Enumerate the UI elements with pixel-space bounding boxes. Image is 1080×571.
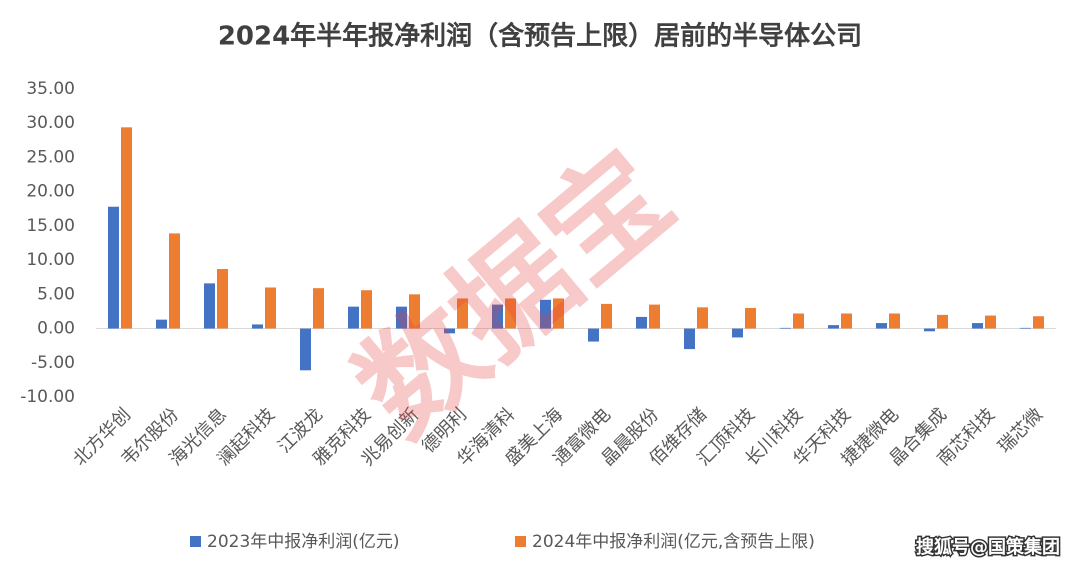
y-tick-label: 10.00 <box>26 250 75 270</box>
bar <box>697 307 708 329</box>
bar <box>649 304 660 329</box>
bar <box>217 269 228 329</box>
bar <box>156 319 167 329</box>
bar <box>265 287 276 329</box>
legend-label: 2024年中报净利润(亿元,含预告上限) <box>532 532 815 552</box>
bar <box>108 206 119 329</box>
y-tick-label: 35.00 <box>26 79 75 99</box>
bar <box>540 299 551 329</box>
bar <box>985 315 996 329</box>
bar <box>396 306 407 329</box>
bar <box>684 328 695 350</box>
bar <box>348 306 359 329</box>
bar <box>889 313 900 329</box>
y-tick-label: 5.00 <box>37 284 75 304</box>
bar <box>169 233 180 329</box>
legend-swatch <box>190 536 201 547</box>
bar <box>588 328 599 342</box>
y-tick-label: 0.00 <box>37 319 75 339</box>
bar <box>505 298 516 329</box>
y-tick-label: 30.00 <box>26 113 75 133</box>
bar <box>553 298 564 329</box>
y-tick-label: 20.00 <box>26 182 75 202</box>
y-tick-label: -5.00 <box>31 353 75 373</box>
bar <box>457 298 468 329</box>
legend-swatch <box>515 536 526 547</box>
bar <box>601 303 612 329</box>
bar <box>252 324 263 329</box>
bar <box>793 313 804 329</box>
bar <box>300 328 311 371</box>
bar <box>313 288 324 329</box>
source-label: 搜狐号@国策集团 <box>916 536 1060 558</box>
bar <box>937 314 948 329</box>
bar <box>876 323 887 329</box>
bar <box>924 328 935 332</box>
bar <box>745 308 756 329</box>
y-tick-label: -10.00 <box>20 387 75 407</box>
bar <box>636 316 647 329</box>
bar <box>492 304 503 329</box>
bar <box>204 283 215 329</box>
bar <box>1033 316 1044 329</box>
y-tick-label: 15.00 <box>26 216 75 236</box>
bar <box>1020 327 1031 329</box>
bar <box>972 323 983 329</box>
bar <box>409 294 420 329</box>
x-tick-label: 瑞芯微 <box>994 404 1047 457</box>
bar <box>361 290 372 329</box>
bar <box>841 313 852 329</box>
bar <box>444 328 455 334</box>
legend-label: 2023年中报净利润(亿元) <box>207 532 400 552</box>
bar <box>780 327 791 329</box>
chart-title: 2024年半年报净利润（含预告上限）居前的半导体公司 <box>218 21 862 52</box>
y-tick-label: 25.00 <box>26 147 75 167</box>
bar <box>828 325 839 329</box>
bar <box>732 328 743 338</box>
bar <box>121 127 132 329</box>
